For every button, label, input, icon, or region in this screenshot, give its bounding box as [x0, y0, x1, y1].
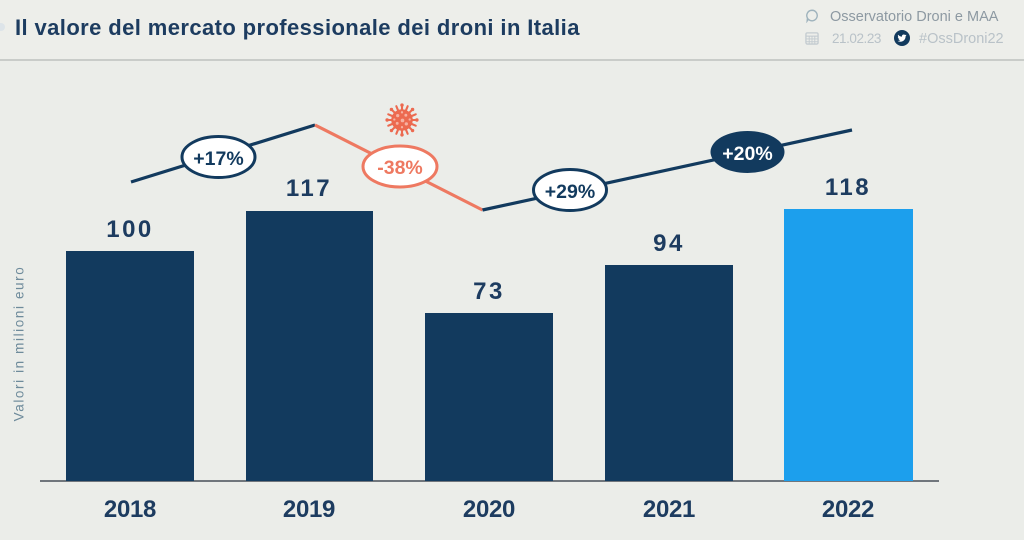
svg-text:-38%: -38% [377, 157, 423, 179]
svg-text:+29%: +29% [545, 181, 595, 203]
svg-text:+20%: +20% [722, 143, 772, 165]
svg-text:+17%: +17% [193, 148, 243, 170]
